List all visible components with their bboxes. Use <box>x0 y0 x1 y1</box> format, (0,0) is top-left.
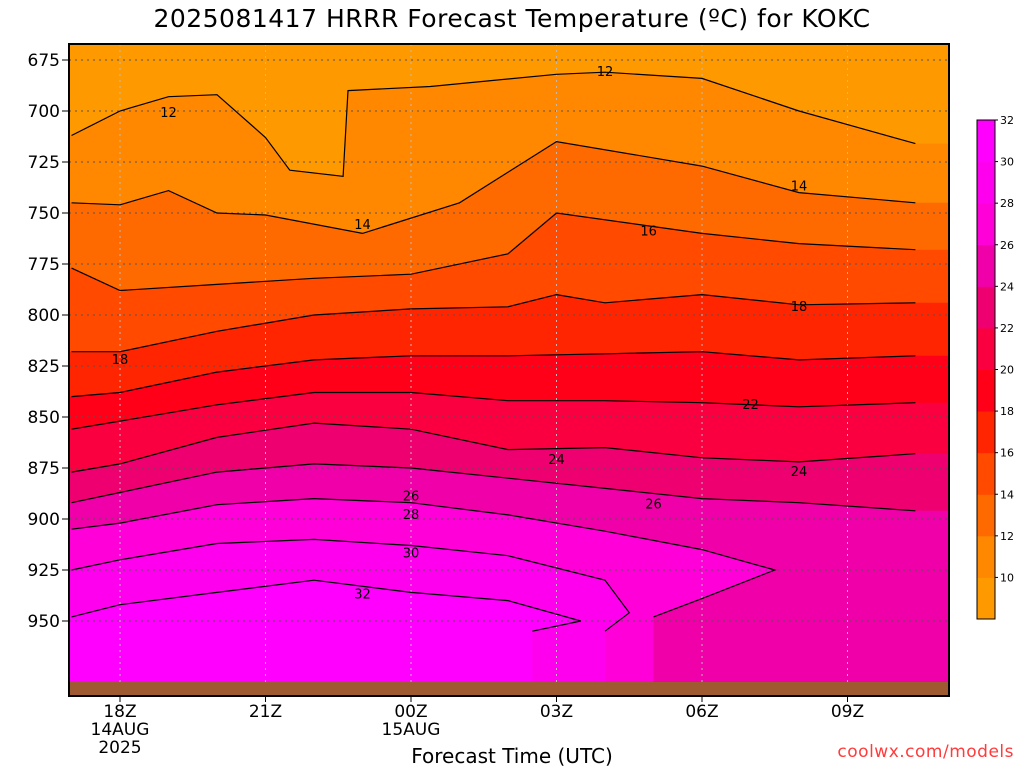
colorbar-swatch-24-26 <box>977 286 995 329</box>
colorbar-swatch-12-14 <box>977 535 995 578</box>
colorbar-swatch-16-18 <box>977 452 995 495</box>
contour-line-24 <box>71 422 916 473</box>
colorbar-tick-label: 14 <box>1000 488 1014 501</box>
colorbar-tick-label: 28 <box>1000 197 1014 210</box>
colorbar-tick-label: 32 <box>1000 114 1014 127</box>
contour-line-14 <box>71 140 916 235</box>
contour-line-22 <box>71 391 916 430</box>
x-tick-label: 21Z <box>249 702 282 722</box>
y-tick-label: 875 <box>28 459 60 479</box>
colorbar-swatch-30-32 <box>977 161 995 204</box>
colorbar-tick-label: 24 <box>1000 280 1014 293</box>
colorbar-swatch-28-30 <box>977 203 995 246</box>
contour-line-28 <box>71 497 777 618</box>
contour-line-26 <box>71 463 916 512</box>
colorbar-swatch-lt12 <box>977 577 995 620</box>
contour-label: 18 <box>112 353 129 368</box>
colorbar: 10 12 14 16 18 20 22 24 26 28 30 32 <box>976 114 1014 620</box>
contour-line-18 <box>71 293 916 353</box>
contour-line-12 <box>71 71 916 177</box>
contour-label: 30 <box>403 547 420 562</box>
colorbar-swatch-gt32 <box>977 120 995 163</box>
y-tick-label: 750 <box>28 204 60 224</box>
x-tick-label: 2025 <box>98 738 141 758</box>
contour-label: 32 <box>354 587 371 602</box>
y-axis: 675 700 725 750 775 800 825 850 875 900 925 950 <box>28 51 69 632</box>
x-tick-label: 09Z <box>831 702 864 722</box>
plot-frame <box>68 43 950 697</box>
y-tick-label: 725 <box>28 153 60 173</box>
ground-surface <box>69 682 949 696</box>
color-bands <box>69 44 949 684</box>
x-tick-label: 18Z <box>103 702 136 722</box>
x-tick-label: 14AUG <box>91 720 150 740</box>
contour-label: 24 <box>791 465 808 480</box>
y-tick-label: 800 <box>28 306 60 326</box>
x-axis-title: Forecast Time (UTC) <box>411 744 613 768</box>
x-tick-label: 15AUG <box>382 720 441 740</box>
contour-label: 22 <box>742 398 759 413</box>
colorbar-swatch-20-22 <box>977 369 995 412</box>
x-tick-label: 06Z <box>685 702 718 722</box>
y-tick-label: 925 <box>28 561 60 581</box>
contour-line-16 <box>71 212 916 292</box>
band-gt32 <box>69 580 581 684</box>
colorbar-swatch-14-16 <box>977 494 995 537</box>
colorbar-tick-label: 30 <box>1000 156 1014 169</box>
contour-label: 28 <box>403 508 420 523</box>
contour-labels: 12 12 14 14 16 18 18 22 24 24 26 26 28 30 32 <box>112 65 808 602</box>
colorbar-tick-label: 26 <box>1000 239 1014 252</box>
contour-label: 12 <box>160 106 177 121</box>
colorbar-swatch-18-20 <box>977 411 995 454</box>
y-tick-label: 850 <box>28 408 60 428</box>
contour-label: 18 <box>791 300 808 315</box>
colorbar-tick-label: 18 <box>1000 405 1014 418</box>
colorbar-swatch-22-24 <box>977 327 995 370</box>
colorbar-tick-label: 16 <box>1000 447 1014 460</box>
x-tick-label: 03Z <box>540 702 573 722</box>
y-tick-label: 900 <box>28 510 60 530</box>
y-tick-label: 675 <box>28 51 60 71</box>
contour-label: 14 <box>791 179 808 194</box>
colorbar-tick-label: 10 <box>1000 571 1014 584</box>
contour-label: 12 <box>597 65 614 80</box>
grid-lines <box>69 44 949 684</box>
x-tick-label: 00Z <box>394 702 427 722</box>
colorbar-tick-label: 22 <box>1000 322 1014 335</box>
colorbar-swatch-26-28 <box>977 244 995 287</box>
y-tick-label: 825 <box>28 357 60 377</box>
colorbar-tick-label: 12 <box>1000 530 1014 543</box>
colorbar-tick-label: 20 <box>1000 364 1014 377</box>
site-watermark: coolwx.com/models <box>837 742 1014 762</box>
contour-line-30 <box>71 538 631 632</box>
contour-label: 26 <box>645 498 662 513</box>
y-tick-label: 950 <box>28 612 60 632</box>
contour-label: 26 <box>403 490 420 505</box>
chart-title: 2025081417 HRRR Forecast Temperature (ºC… <box>153 4 871 33</box>
contour-line-20 <box>71 351 916 398</box>
y-tick-label: 700 <box>28 102 60 122</box>
contour-line-32 <box>71 579 581 632</box>
contour-label: 24 <box>548 453 565 468</box>
contour-lines <box>71 71 916 632</box>
contour-label: 14 <box>354 218 371 233</box>
y-tick-label: 775 <box>28 255 60 275</box>
contour-label: 16 <box>640 224 657 239</box>
